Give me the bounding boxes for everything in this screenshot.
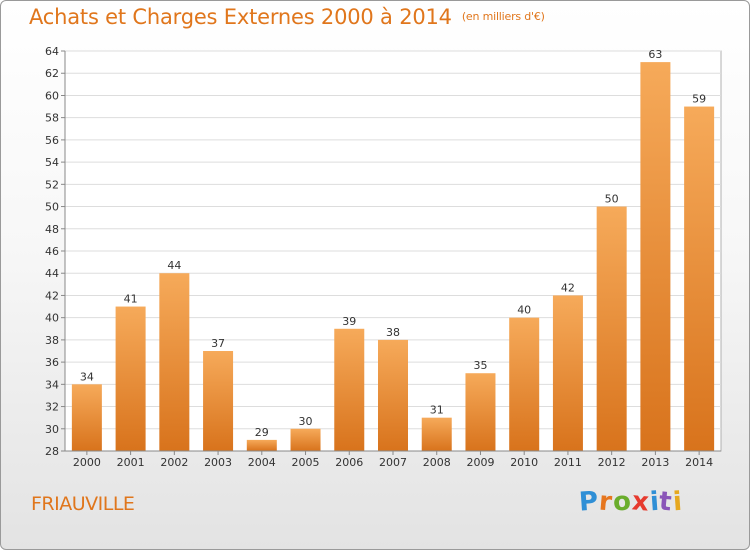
brand-letter: o [611,486,633,518]
y-tick-label: 28 [45,445,59,458]
bar [552,295,583,451]
x-tick-label: 2014 [685,456,713,469]
bar [71,384,102,451]
chart-title-text: Achats et Charges Externes 2000 à 2014 [29,5,452,29]
y-tick-label: 34 [45,378,59,391]
x-tick-label: 2007 [379,456,407,469]
data-label: 59 [692,93,706,106]
y-tick-label: 32 [45,401,59,414]
y-tick-label: 44 [45,267,59,280]
data-label: 63 [648,48,662,61]
chart-subtitle: (en milliers d'€) [461,10,545,23]
data-label: 50 [605,193,619,206]
y-tick-label: 36 [45,356,59,369]
x-tick-label: 2009 [466,456,494,469]
bar [509,317,540,451]
data-label: 34 [80,370,94,383]
commune-name: FRIAUVILLE [31,493,135,515]
y-tick-label: 56 [45,134,59,147]
data-label: 37 [211,337,225,350]
bar [596,206,627,451]
bar [378,339,408,451]
data-label: 41 [124,293,138,306]
x-tick-label: 2012 [598,456,626,469]
x-tick-label: 2010 [510,456,538,469]
data-label: 44 [167,259,181,272]
bar [640,62,671,451]
bar [203,351,234,451]
bar [290,428,321,451]
data-label: 30 [299,415,313,428]
x-tick-label: 2000 [73,456,101,469]
y-tick-label: 64 [45,45,59,58]
x-tick-label: 2005 [292,456,320,469]
x-tick-label: 2008 [423,456,451,469]
x-tick-label: 2001 [117,456,145,469]
y-tick-label: 50 [45,201,59,214]
x-tick-label: 2011 [554,456,582,469]
y-tick-label: 42 [45,289,59,302]
bar [334,328,365,451]
x-tick-label: 2013 [641,456,669,469]
data-label: 35 [473,359,487,372]
x-tick-label: 2003 [204,456,232,469]
data-label: 42 [561,281,575,294]
y-tick-label: 40 [45,312,59,325]
bar [465,373,496,451]
y-tick-label: 52 [45,178,59,191]
bar [246,439,277,451]
y-tick-label: 62 [45,67,59,80]
y-tick-label: 30 [45,423,59,436]
data-label: 40 [517,304,531,317]
brand-logo: Proxiti [577,486,684,518]
brand-letter: i [671,486,684,518]
x-tick-label: 2006 [335,456,363,469]
y-tick-label: 58 [45,112,59,125]
y-tick-label: 46 [45,245,59,258]
data-label: 38 [386,326,400,339]
chart-title: Achats et Charges Externes 2000 à 2014 (e… [29,5,545,29]
brand-letter: x [630,486,651,518]
data-label: 39 [342,315,356,328]
data-label: 29 [255,426,269,439]
x-tick-label: 2002 [160,456,188,469]
bar [115,306,146,451]
bar [421,417,452,451]
x-tick-label: 2004 [248,456,276,469]
bar [159,273,190,451]
y-tick-label: 48 [45,223,59,236]
y-tick-label: 60 [45,89,59,102]
bar [684,106,715,452]
brand-letter: P [577,486,601,518]
data-label: 31 [430,404,444,417]
y-tick-label: 38 [45,334,59,347]
y-tick-label: 54 [45,156,59,169]
